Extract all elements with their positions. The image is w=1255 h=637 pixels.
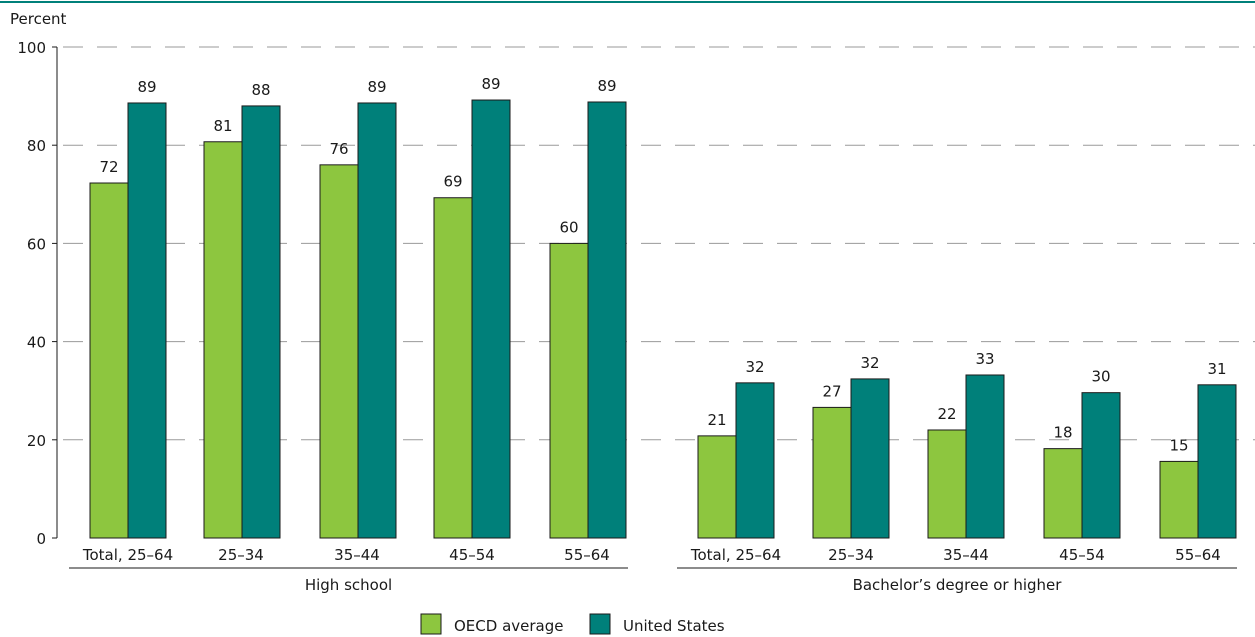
data-label: 89: [597, 77, 616, 95]
data-label: 89: [367, 78, 386, 96]
bar: [203, 141, 243, 539]
bar: [549, 242, 589, 539]
bar: [471, 99, 511, 539]
data-label: 32: [860, 354, 879, 372]
data-label: 21: [707, 411, 726, 429]
legend-swatch: [589, 613, 611, 635]
legend: OECD average United States: [420, 613, 725, 635]
x-category-label: 55–64: [564, 546, 610, 564]
y-tick-label: 80: [27, 137, 46, 155]
gridlines: [63, 46, 1255, 441]
bar: [735, 382, 775, 539]
x-category-label: 55–64: [1175, 546, 1221, 564]
x-category-label: 35–44: [943, 546, 989, 564]
bar: [1081, 392, 1121, 539]
data-label: 30: [1091, 368, 1110, 386]
data-label: 76: [329, 140, 348, 158]
data-label: 18: [1053, 424, 1072, 442]
x-category-label: Total, 25–64: [690, 546, 781, 564]
bar: [965, 374, 1005, 539]
data-label: 88: [251, 81, 270, 99]
x-category-label: 25–34: [828, 546, 874, 564]
x-category-label: 45–54: [449, 546, 495, 564]
x-category-label: 35–44: [334, 546, 380, 564]
x-category-label: Total, 25–64: [82, 546, 173, 564]
legend-label: OECD average: [454, 617, 563, 635]
data-label: 22: [937, 405, 956, 423]
data-label: 89: [137, 78, 156, 96]
data-label: 72: [99, 158, 118, 176]
group-label: High school: [305, 576, 392, 594]
bar: [927, 429, 967, 539]
y-axis-ticks: 0 20 40 60 80 100: [17, 39, 57, 548]
bar: [850, 378, 890, 539]
bar: [433, 197, 473, 539]
data-label: 89: [481, 75, 500, 93]
bar: [1043, 448, 1083, 539]
bar: [1197, 384, 1237, 539]
bar: [357, 102, 397, 539]
bars: [89, 99, 1237, 539]
legend-label: United States: [623, 617, 725, 635]
y-tick-label: 0: [36, 530, 46, 548]
data-label: 31: [1207, 360, 1226, 378]
bar: [89, 182, 129, 539]
bar: [241, 105, 281, 539]
y-tick-label: 40: [27, 334, 46, 352]
bar: [587, 101, 627, 539]
group-label: Bachelor’s degree or higher: [853, 576, 1063, 594]
data-label: 60: [559, 218, 578, 236]
x-category-label: 45–54: [1059, 546, 1105, 564]
group-labels: High school Bachelor’s degree or higher: [69, 567, 1237, 594]
x-category-label: 25–34: [218, 546, 264, 564]
data-label: 32: [745, 358, 764, 376]
data-label: 15: [1169, 436, 1188, 454]
bar: [812, 406, 852, 539]
x-axis-categories: Total, 25–64 25–34 35–44 45–54 55–64 Total, 2…: [82, 546, 1221, 564]
y-tick-label: 100: [17, 39, 46, 57]
legend-swatch: [420, 613, 442, 635]
bar: [319, 164, 359, 539]
bar: [697, 435, 737, 539]
data-labels: 72 89 81 88 76 89 69 89 60 89 21 32 27 32 22 33 18 30 15 31: [99, 75, 1226, 454]
bar: [1159, 460, 1199, 539]
data-label: 69: [443, 173, 462, 191]
data-label: 27: [822, 382, 841, 400]
bar: [127, 102, 167, 539]
data-label: 33: [975, 350, 994, 368]
y-tick-label: 60: [27, 235, 46, 253]
y-axis-title: Percent: [10, 10, 67, 28]
y-tick-label: 20: [27, 432, 46, 450]
data-label: 81: [213, 117, 232, 135]
